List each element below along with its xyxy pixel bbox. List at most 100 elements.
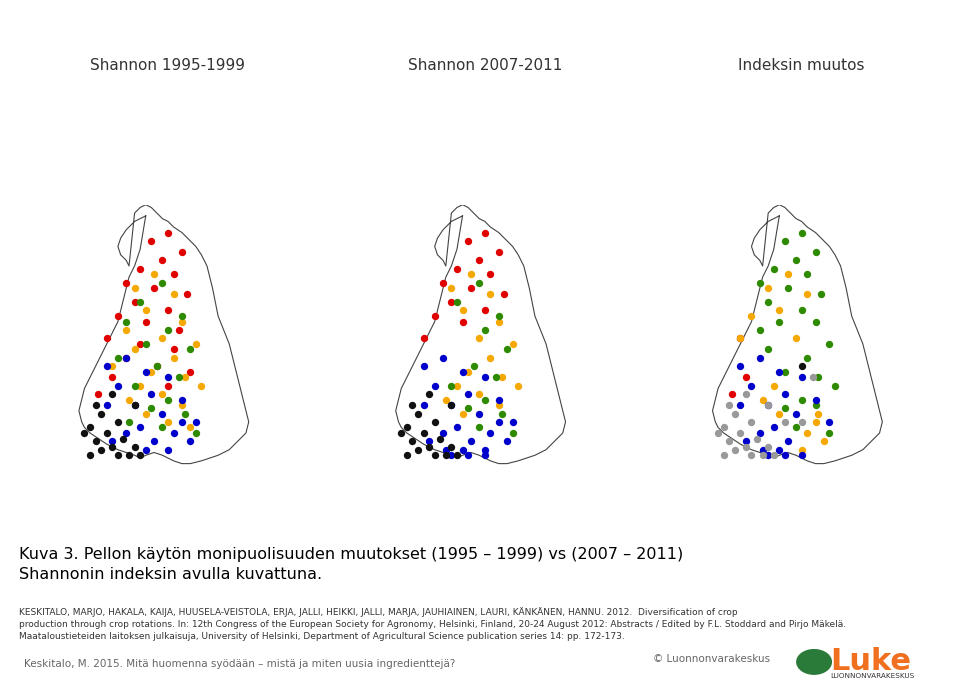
Point — [738, 389, 754, 400]
Point — [444, 400, 459, 411]
Point — [116, 433, 132, 444]
Point — [807, 247, 823, 257]
Point — [118, 428, 133, 439]
Point — [755, 450, 770, 461]
Point — [435, 277, 451, 288]
Point — [822, 338, 837, 349]
Point — [766, 450, 781, 461]
Point — [132, 380, 148, 391]
Point — [174, 311, 189, 321]
Point — [449, 297, 465, 308]
Point — [118, 316, 133, 327]
Point — [177, 408, 192, 419]
Point — [105, 389, 120, 400]
Point — [449, 264, 465, 274]
Point — [788, 408, 804, 419]
Point — [155, 333, 170, 344]
Point — [166, 269, 181, 280]
Point — [160, 394, 176, 405]
Point — [800, 269, 815, 280]
Point — [499, 344, 515, 355]
Point — [722, 436, 737, 447]
Point — [110, 450, 126, 461]
Text: KESKITALO, MARJO, HAKALA, KAIJA, HUUSELA-VEISTOLA, ERJA, JALLI, HEIKKI, JALLI, M: KESKITALO, MARJO, HAKALA, KAIJA, HUUSELA… — [19, 607, 738, 618]
Point — [477, 444, 492, 455]
Point — [794, 227, 809, 238]
Point — [455, 408, 470, 419]
Point — [760, 450, 776, 461]
Point — [180, 288, 195, 299]
Point — [144, 389, 159, 400]
Point — [99, 400, 114, 411]
Point — [780, 436, 795, 447]
Point — [794, 416, 809, 427]
Point — [118, 277, 133, 288]
Point — [491, 394, 506, 405]
Point — [477, 325, 492, 336]
Point — [83, 422, 98, 433]
Point — [778, 389, 793, 400]
Point — [794, 444, 809, 455]
Point — [800, 428, 815, 439]
Point — [471, 277, 487, 288]
Point — [410, 444, 425, 455]
Point — [138, 338, 154, 349]
Point — [766, 264, 781, 274]
Point — [455, 316, 470, 327]
Point — [110, 380, 126, 391]
Point — [427, 311, 443, 321]
Point — [138, 408, 154, 419]
Point — [491, 400, 506, 411]
Point — [174, 400, 189, 411]
Text: Shannon 2007-2011: Shannon 2007-2011 — [408, 58, 562, 73]
Point — [449, 422, 465, 433]
Point — [188, 428, 204, 439]
Point — [477, 394, 492, 405]
Point — [99, 333, 114, 344]
Point — [90, 389, 106, 400]
Point — [182, 366, 198, 377]
Point — [807, 316, 823, 327]
Point — [118, 352, 133, 363]
Point — [160, 227, 176, 238]
Point — [127, 400, 142, 411]
Point — [744, 311, 759, 321]
Point — [732, 428, 748, 439]
Point — [166, 428, 181, 439]
Point — [471, 333, 487, 344]
Point — [160, 416, 176, 427]
Point — [491, 416, 506, 427]
Point — [724, 389, 739, 400]
Point — [772, 366, 787, 377]
Point — [794, 305, 809, 316]
Point — [93, 408, 108, 419]
Point — [188, 338, 204, 349]
Point — [813, 288, 828, 299]
Point — [732, 333, 748, 344]
Point — [760, 400, 776, 411]
Text: Shannon 1995-1999: Shannon 1995-1999 — [90, 58, 246, 73]
Text: production through crop rotations. In: 12th Congress of the European Society for: production through crop rotations. In: 1… — [19, 620, 847, 629]
Point — [794, 394, 809, 405]
Point — [132, 338, 148, 349]
Point — [105, 372, 120, 383]
Point — [744, 416, 759, 427]
Point — [444, 283, 459, 294]
Point — [483, 288, 498, 299]
Point — [744, 450, 759, 461]
Point — [461, 366, 476, 377]
Point — [110, 352, 126, 363]
Point — [144, 402, 159, 413]
Point — [788, 333, 804, 344]
Point — [160, 380, 176, 391]
Point — [174, 247, 189, 257]
Point — [99, 361, 114, 372]
Point — [118, 352, 133, 363]
Point — [800, 352, 815, 363]
Point — [177, 372, 192, 383]
Point — [435, 352, 451, 363]
Point — [461, 389, 476, 400]
Point — [172, 325, 187, 336]
Point — [155, 389, 170, 400]
Point — [110, 416, 126, 427]
